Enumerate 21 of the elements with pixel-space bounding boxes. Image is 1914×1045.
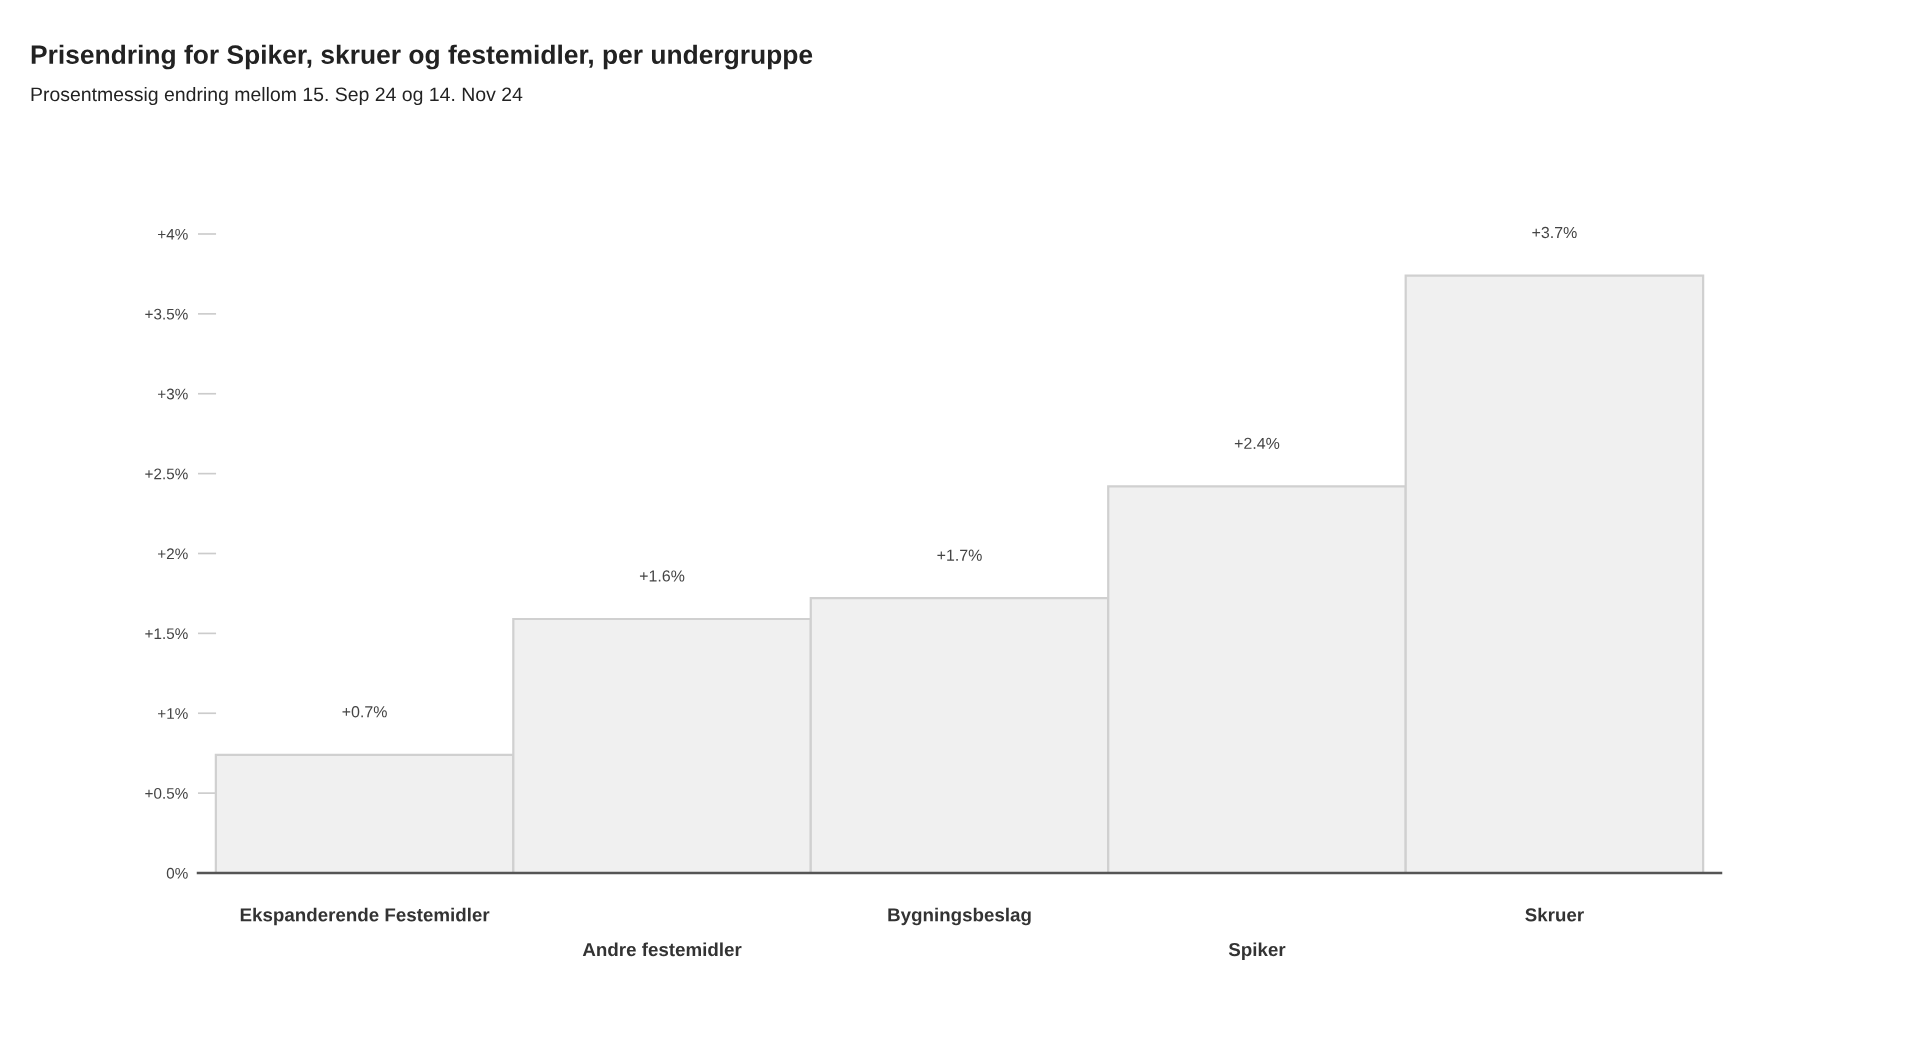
y-tick-label: 0% [166,867,188,879]
y-tick-label: +2% [158,548,188,560]
y-tick-label: +1.5% [145,628,188,640]
chart-subtitle: Prosentmessig endring mellom 15. Sep 24 og 14. Nov 24 [31,86,523,106]
x-tick-label: Ekspanderende Festemidler [240,907,490,926]
x-tick-label: Skruer [1525,907,1584,922]
y-tick-label: +3% [158,388,188,400]
data-label: +1.7% [937,549,982,561]
data-label: +3.7% [1532,226,1577,239]
x-tick-label: Spiker [1228,942,1286,960]
data-label: +1.6% [639,570,685,582]
chart-title: Prisendring for Spiker, skruer og festemidler, per undergruppe [31,44,813,70]
data-label: +0.7% [342,706,387,718]
y-tick-label: +1% [158,708,188,719]
y-tick-label: +3.5% [145,308,188,320]
x-tick-label: Andre festemidler [582,942,742,957]
y-tick-label: +4% [158,228,188,240]
data-label: +2.4% [1234,437,1280,449]
y-tick-label: +2.5% [145,468,188,480]
x-tick-label: Bygningsbeslag [888,907,1031,926]
y-tick-label: +0.5% [145,787,188,799]
